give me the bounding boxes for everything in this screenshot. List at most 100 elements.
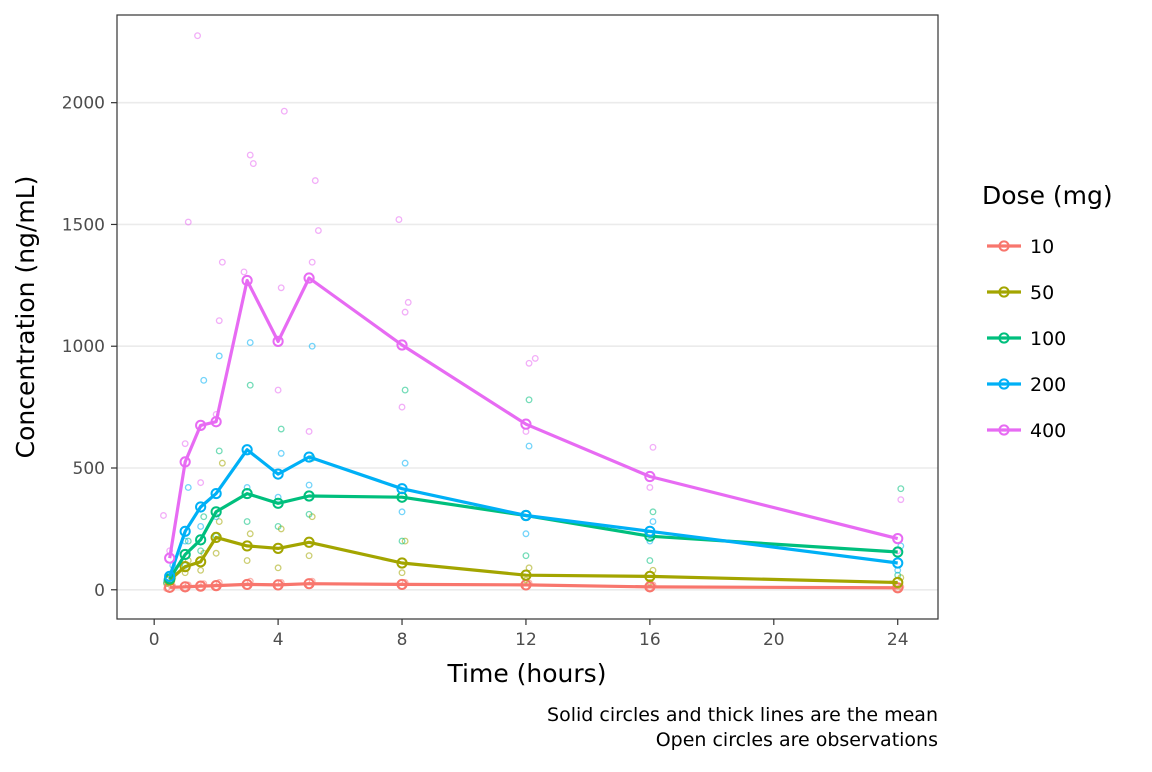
observation-points [160, 32, 905, 593]
observation-point [197, 523, 205, 530]
mean-point [210, 416, 222, 428]
observation-point [522, 530, 530, 538]
observation-point [401, 537, 409, 545]
observation-point [246, 530, 254, 538]
mean-point [164, 552, 176, 564]
mean-point [892, 546, 904, 558]
observation-point [525, 359, 533, 367]
observation-point [525, 442, 533, 450]
observation-point [277, 284, 285, 292]
x-tick-label-16: 16 [639, 630, 661, 650]
observation-point [311, 177, 319, 185]
mean-series-dose-400 [164, 272, 904, 564]
mean-point [195, 580, 207, 592]
observation-point [308, 342, 316, 350]
observation-point [646, 537, 654, 545]
legend-item-200: 200 [987, 374, 1066, 396]
observation-point [184, 537, 192, 545]
caption-line-1: Solid circles and thick lines are the me… [547, 704, 938, 726]
y-tick-label-1000: 1000 [62, 337, 105, 357]
observation-point [314, 227, 322, 234]
observation-point [277, 425, 285, 433]
observation-point [243, 518, 251, 526]
observation-point [246, 151, 254, 159]
mean-point [272, 468, 284, 480]
observation-point [215, 352, 223, 360]
mean-line-dose-100 [168, 492, 898, 580]
mean-point [241, 274, 253, 287]
observation-point [215, 317, 223, 325]
mean-point [272, 497, 284, 509]
mean-point [179, 456, 191, 468]
y-tick-label-500: 500 [73, 459, 105, 479]
y-axis-title: Concentration (ng/mL) [11, 176, 40, 459]
mean-point [179, 561, 191, 573]
legend-item-400: 400 [987, 420, 1066, 442]
caption-line-2: Open circles are observations [656, 729, 938, 751]
mean-point [303, 272, 315, 284]
observation-point [197, 479, 205, 487]
observation-point [160, 512, 167, 519]
mean-point [644, 570, 656, 582]
observation-point [243, 557, 251, 564]
observation-point [246, 339, 254, 347]
observation-point [305, 481, 313, 489]
observation-point [249, 160, 257, 168]
legend-key-point [998, 424, 1010, 436]
mean-point [396, 339, 408, 351]
x-tick-label-20: 20 [763, 630, 785, 650]
x-tick-label-24: 24 [887, 630, 909, 650]
mean-point [303, 490, 315, 502]
observation-point [398, 537, 406, 545]
observation-point [649, 443, 657, 451]
observation-point [522, 552, 530, 560]
mean-point [210, 580, 222, 592]
observation-point [274, 386, 282, 394]
grid-lines [117, 101, 938, 591]
legend-label-400: 400 [1030, 420, 1066, 442]
x-axis: 0 4 8 12 16 20 24 [149, 619, 909, 650]
observation-point [274, 523, 282, 530]
mean-point [303, 451, 315, 463]
observation-point [194, 32, 202, 40]
mean-point [241, 578, 253, 591]
mean-line-dose-400 [168, 276, 899, 559]
legend-label-200: 200 [1030, 374, 1066, 396]
observation-point [274, 493, 282, 501]
mean-point [179, 581, 191, 593]
observation-point [398, 508, 406, 516]
observation-point [243, 484, 251, 491]
mean-point [179, 548, 191, 561]
mean-point [892, 582, 904, 594]
y-tick-label-2000: 2000 [62, 94, 105, 114]
mean-point [396, 578, 408, 591]
observation-point [395, 216, 403, 224]
observations-dose-200 [163, 339, 905, 584]
observation-point [649, 518, 657, 526]
observation-point [897, 496, 905, 504]
mean-point [241, 444, 253, 456]
observation-point [305, 428, 313, 435]
mean-point [164, 570, 176, 582]
x-tick-label-4: 4 [273, 630, 284, 650]
observation-point [308, 258, 316, 266]
mean-series-dose-200 [164, 444, 904, 582]
mean-point [272, 579, 284, 591]
mean-point [195, 534, 207, 546]
observation-point [184, 218, 192, 226]
mean-point [892, 576, 904, 589]
observation-point [184, 484, 192, 491]
mean-series-dose-10 [164, 578, 904, 594]
mean-point [644, 525, 656, 537]
mean-point [644, 470, 656, 483]
mean-point [520, 509, 532, 522]
legend-key-point [998, 332, 1010, 344]
observation-point [649, 508, 657, 516]
observation-point [531, 354, 539, 362]
observation-point [305, 510, 313, 518]
observation-point [525, 396, 533, 404]
observation-point [398, 403, 406, 411]
legend-item-100: 100 [987, 328, 1066, 350]
mean-series-dose-50 [164, 531, 904, 589]
